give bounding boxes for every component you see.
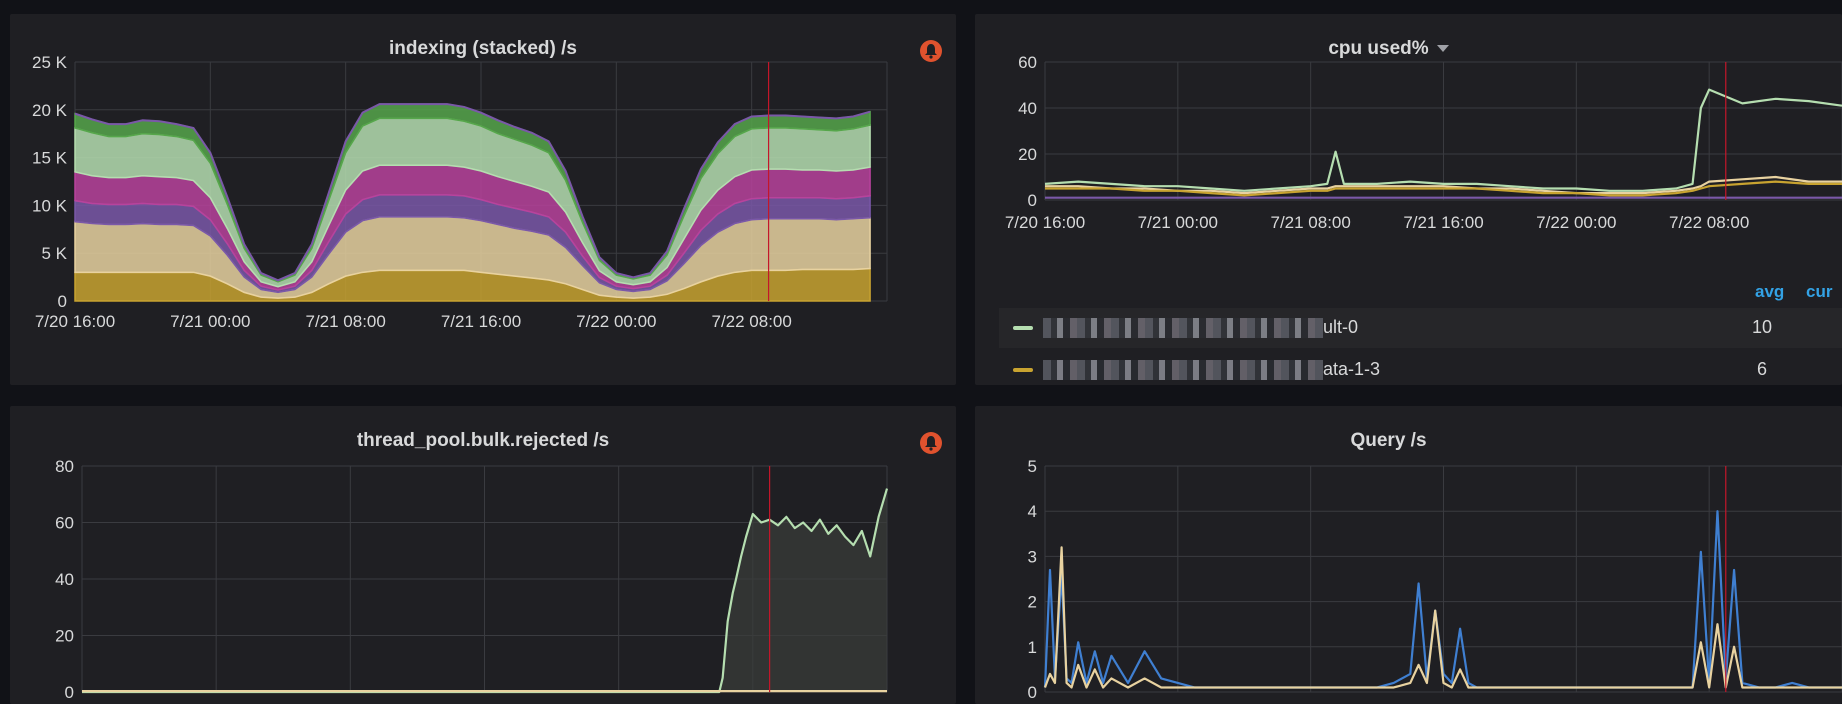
y-tick-label: 5 K — [41, 244, 67, 263]
x-tick-label: 7/21 00:00 — [170, 312, 250, 331]
y-tick-label: 1 — [1028, 638, 1037, 657]
y-tick-label: 25 K — [32, 53, 68, 72]
caret-down-icon[interactable] — [1436, 45, 1449, 53]
chart-bulk[interactable]: 0 20 40 60 80 — [10, 406, 956, 704]
y-tick-label: 0 — [58, 292, 67, 311]
y-tick-label: 60 — [55, 514, 74, 533]
y-tick-label: 40 — [55, 570, 74, 589]
line-series — [1045, 175, 1842, 195]
panel-cpu: cpu used% 0 20 40 60 7/20 16:00 7/21 00:00 7/2… — [975, 14, 1842, 385]
x-tick-label: 7/21 00:00 — [1138, 213, 1218, 232]
x-tick-label: 7/21 16:00 — [441, 312, 521, 331]
x-tick-label: 7/21 16:00 — [1403, 213, 1483, 232]
x-tick-label: 7/22 08:00 — [1669, 213, 1749, 232]
x-tick-label: 7/21 08:00 — [305, 312, 385, 331]
legend-header-avg[interactable]: avg — [1755, 282, 1785, 301]
x-tick-label: 7/22 00:00 — [576, 312, 656, 331]
stacked-area-series — [74, 267, 871, 302]
redacted-label — [1043, 360, 1323, 380]
line-series — [82, 488, 889, 694]
alert-bell-icon[interactable] — [920, 40, 942, 62]
y-tick-label: 20 K — [32, 101, 68, 120]
legend-row[interactable]: ata-1-3 6 — [999, 350, 1842, 385]
legend-header-cur[interactable]: cur — [1806, 282, 1833, 301]
panel-title-text: cpu used% — [1328, 38, 1429, 59]
y-tick-label: 5 — [1028, 457, 1037, 476]
panel-title[interactable]: thread_pool.bulk.rejected /s — [356, 430, 610, 451]
stacked-area-outline — [74, 103, 871, 282]
panel-query: Query /s 0 1 2 3 4 5 — [975, 406, 1842, 704]
y-tick-label: 60 — [1018, 53, 1037, 72]
y-tick-label: 40 — [1018, 99, 1037, 118]
x-tick-label: 7/22 00:00 — [1536, 213, 1616, 232]
line-series — [1044, 88, 1842, 192]
y-tick-label: 15 K — [32, 149, 68, 168]
y-tick-label: 20 — [55, 627, 74, 646]
legend-swatch — [1013, 326, 1033, 330]
panel-indexing: indexing (stacked) /s 0 5 K 10 K 15 K 20 K 25… — [10, 14, 956, 385]
y-tick-label: 80 — [55, 457, 74, 476]
redacted-label — [1043, 318, 1323, 338]
panel-title[interactable]: Query /s — [1350, 430, 1427, 451]
y-tick-label: 3 — [1028, 547, 1037, 566]
y-tick-label: 20 — [1018, 145, 1037, 164]
y-tick-label: 4 — [1028, 502, 1037, 521]
panel-bulk-rejected: thread_pool.bulk.rejected /s 0 20 40 60 80 — [10, 406, 956, 704]
x-tick-label: 7/21 08:00 — [1270, 213, 1350, 232]
x-tick-label: 7/20 16:00 — [1005, 213, 1085, 232]
x-tick-label: 7/22 08:00 — [711, 312, 791, 331]
alert-bell-icon[interactable] — [920, 432, 942, 454]
y-tick-label: 0 — [1028, 191, 1037, 210]
line-series — [1045, 180, 1842, 197]
chart-cpu[interactable]: 0 20 40 60 7/20 16:00 7/21 00:00 7/21 08:00 7/2… — [975, 14, 1842, 385]
panel-title[interactable]: cpu used% — [975, 38, 1802, 60]
chart-query[interactable]: 0 1 2 3 4 5 — [975, 406, 1842, 704]
legend-swatch — [1013, 368, 1033, 372]
y-tick-label: 0 — [65, 683, 74, 702]
panel-title[interactable]: indexing (stacked) /s — [389, 38, 577, 59]
x-tick-label: 7/20 16:00 — [35, 312, 115, 331]
chart-indexing[interactable]: 0 5 K 10 K 15 K 20 K 25 K 7/20 16:00 7/21 00:00… — [10, 14, 956, 385]
legend-row[interactable]: ult-0 10 — [999, 308, 1842, 348]
legend-avg: 6 — [1756, 359, 1767, 379]
legend-avg: 10 — [1751, 317, 1773, 337]
legend-name: ata-1-3 — [1323, 359, 1381, 379]
area-fill — [82, 488, 887, 692]
y-tick-label: 0 — [1028, 683, 1037, 702]
y-tick-label: 10 K — [32, 196, 68, 215]
legend-name: ult-0 — [1323, 317, 1359, 337]
line-series — [1043, 546, 1842, 689]
y-tick-label: 2 — [1028, 593, 1037, 612]
